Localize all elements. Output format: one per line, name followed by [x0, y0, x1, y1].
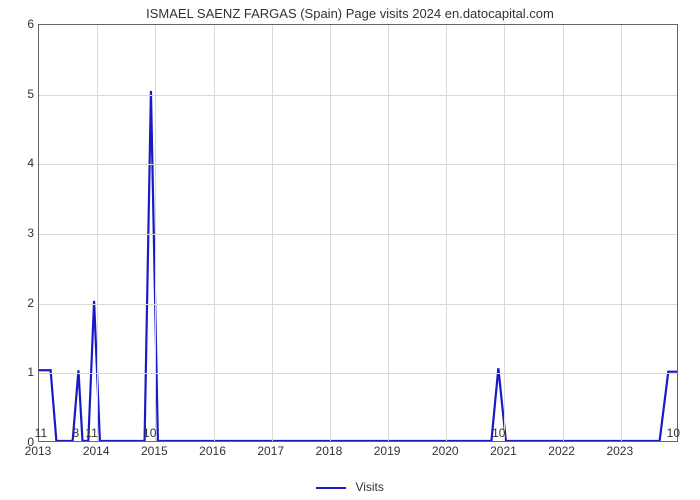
series-line — [39, 91, 677, 441]
secondary-x-label: 11 — [35, 426, 47, 440]
y-tick-label: 5 — [0, 87, 34, 101]
secondary-x-label: 11 — [85, 426, 97, 440]
grid-line-v — [388, 25, 389, 441]
secondary-x-label: 8 — [72, 426, 79, 440]
x-tick-label: 2022 — [548, 444, 575, 458]
x-tick-label: 2019 — [374, 444, 401, 458]
grid-line-v — [446, 25, 447, 441]
x-tick-label: 2021 — [490, 444, 517, 458]
plot-area — [38, 24, 678, 442]
grid-line-v — [214, 25, 215, 441]
grid-line-v — [621, 25, 622, 441]
y-tick-label: 1 — [0, 365, 34, 379]
secondary-x-label: 10 — [492, 426, 505, 440]
x-tick-label: 2017 — [257, 444, 284, 458]
chart-title: ISMAEL SAENZ FARGAS (Spain) Page visits … — [0, 6, 700, 21]
grid-line-h — [39, 95, 677, 96]
grid-line-v — [563, 25, 564, 441]
x-tick-label: 2018 — [316, 444, 343, 458]
secondary-x-label: 10 — [143, 426, 156, 440]
chart-container: { "chart": { "type": "line", "title": "I… — [0, 0, 700, 500]
y-tick-label: 4 — [0, 156, 34, 170]
grid-line-h — [39, 373, 677, 374]
grid-line-h — [39, 164, 677, 165]
x-tick-label: 2013 — [25, 444, 52, 458]
x-tick-label: 2020 — [432, 444, 459, 458]
y-tick-label: 6 — [0, 17, 34, 31]
x-tick-label: 2023 — [606, 444, 633, 458]
x-tick-label: 2015 — [141, 444, 168, 458]
chart-svg — [39, 25, 677, 441]
grid-line-v — [330, 25, 331, 441]
y-tick-label: 3 — [0, 226, 34, 240]
secondary-x-label: 10 — [667, 426, 680, 440]
grid-line-h — [39, 304, 677, 305]
grid-line-v — [97, 25, 98, 441]
grid-line-v — [504, 25, 505, 441]
y-tick-label: 2 — [0, 296, 34, 310]
x-tick-label: 2016 — [199, 444, 226, 458]
grid-line-h — [39, 234, 677, 235]
x-tick-label: 2014 — [83, 444, 110, 458]
grid-line-v — [272, 25, 273, 441]
legend-swatch — [316, 487, 346, 489]
grid-line-v — [155, 25, 156, 441]
legend: Visits — [0, 480, 700, 494]
legend-label: Visits — [355, 480, 383, 494]
